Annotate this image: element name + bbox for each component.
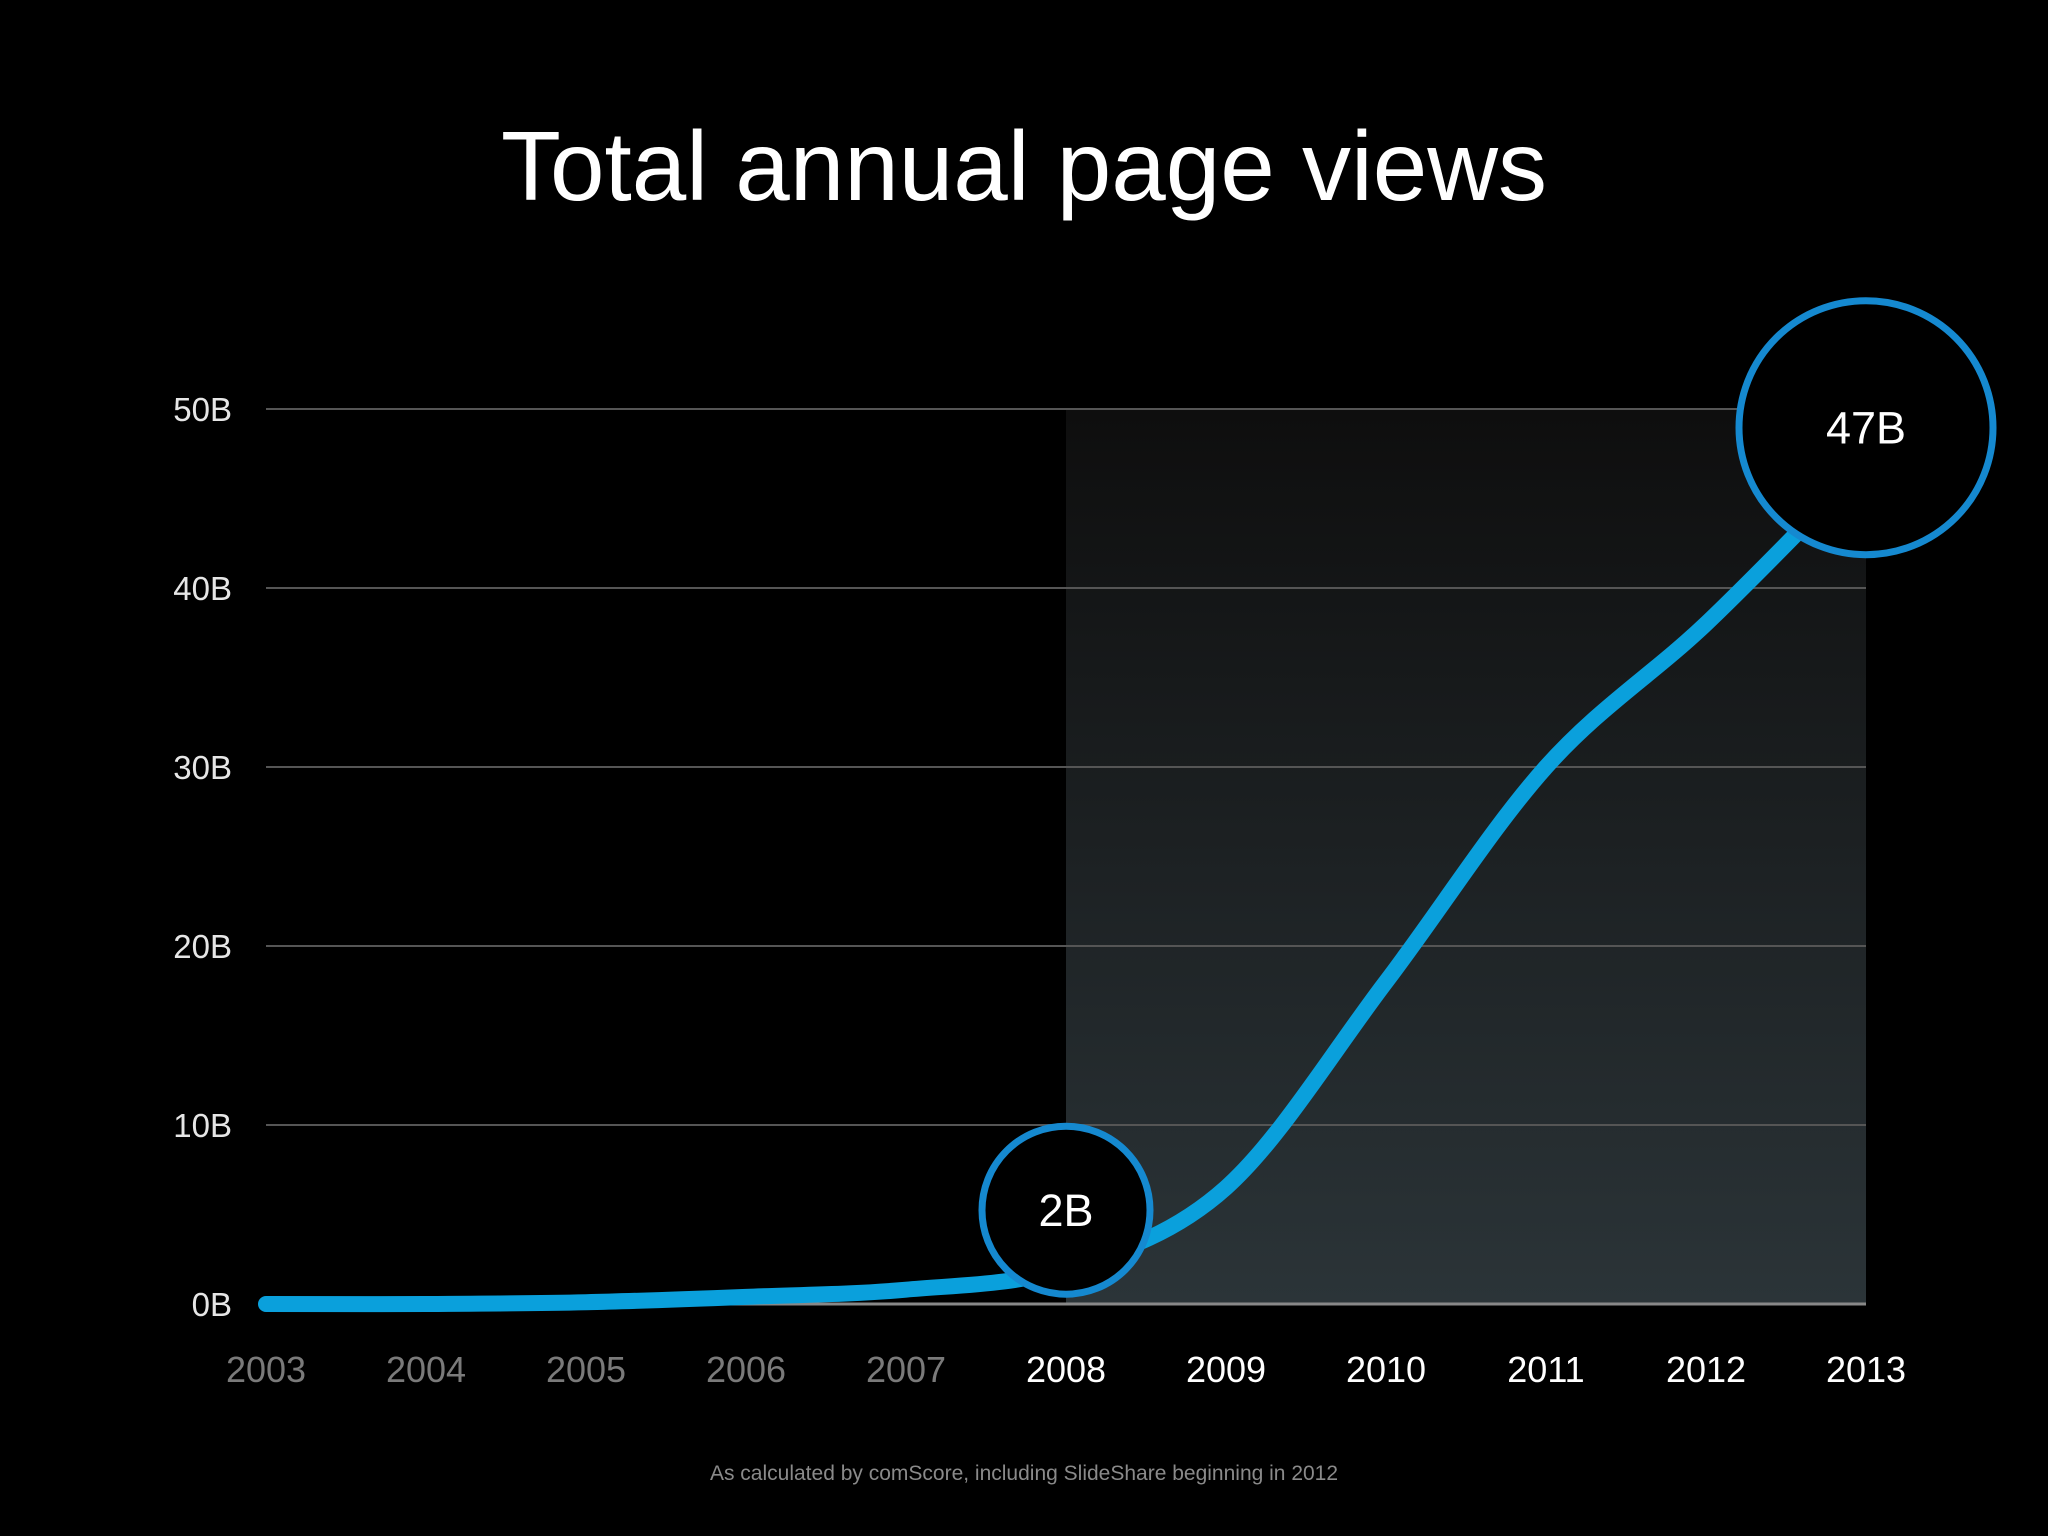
x-tick-label: 2010 [1346, 1349, 1426, 1390]
x-tick-label: 2006 [706, 1349, 786, 1390]
y-tick-label: 20B [173, 928, 232, 965]
x-tick-label: 2009 [1186, 1349, 1266, 1390]
callout-label: 47B [1826, 403, 1906, 454]
x-tick-label: 2013 [1826, 1349, 1906, 1390]
footnote: As calculated by comScore, including Sli… [709, 1462, 1339, 1485]
x-tick-label: 2011 [1507, 1349, 1584, 1390]
callout-circle [978, 1122, 1154, 1298]
chart-title: Total annual page views [500, 111, 1548, 221]
x-tick-label: 2003 [226, 1349, 306, 1390]
x-tick-label: 2007 [866, 1349, 946, 1390]
y-tick-label: 40B [173, 570, 232, 607]
y-tick-label: 50B [173, 391, 232, 428]
y-tick-label: 30B [173, 749, 232, 786]
highlight-region [1066, 409, 1866, 1304]
callouts-group: 2B 47B [978, 297, 1997, 1298]
y-axis-ticks-group: 0B 10B 20B 30B 40B 50B [173, 391, 232, 1323]
x-tick-label: 2004 [386, 1349, 466, 1390]
y-tick-label: 0B [192, 1286, 232, 1323]
y-tick-label: 10B [173, 1107, 232, 1144]
callout-label: 2B [1038, 1185, 1093, 1236]
x-tick-label: 2005 [546, 1349, 626, 1390]
x-axis-ticks-group: 2003 2004 2005 2006 2007 2008 2009 2010 2011 2012… [226, 1349, 1906, 1390]
x-tick-label: 2012 [1666, 1349, 1746, 1390]
x-tick-label: 2008 [1026, 1349, 1106, 1390]
highlight-region-group [1066, 409, 1866, 1304]
callout-circle [1735, 297, 1997, 559]
